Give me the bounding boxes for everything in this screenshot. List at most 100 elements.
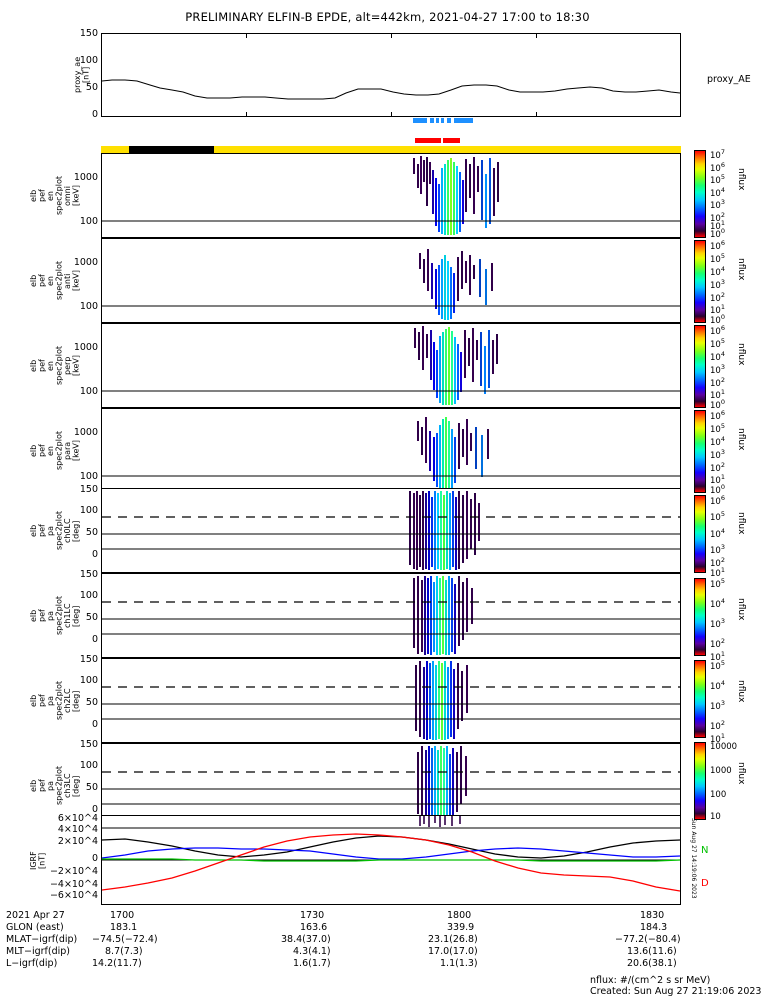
colorbar-tick: 100 (710, 227, 725, 240)
colorbar-tick: 105 (710, 659, 725, 672)
colorbar-label: nflux (736, 598, 746, 621)
colorbar-tick: 105 (710, 337, 725, 350)
ytick: 150 (79, 484, 98, 495)
ytick: 100 (79, 471, 98, 482)
proxy-ae-right-label: proxy_AE (707, 74, 751, 85)
colorbar-tick: 103 (710, 448, 725, 461)
xaxis-value: 1700 (110, 910, 135, 921)
ytick: 100 (79, 55, 98, 66)
colorbar-tick: 101 (710, 473, 725, 486)
xaxis-value: 1830 (640, 910, 665, 921)
ytick: 50 (85, 697, 98, 708)
igrf-traces (102, 816, 680, 892)
ytick: 100 (79, 760, 98, 771)
en-para-spectrogram (102, 417, 680, 490)
footer-created: Created: Sun Aug 27 21:19:06 2023 (590, 986, 762, 997)
colorbar-tick: 106 (710, 161, 725, 174)
ytick: 0 (91, 804, 98, 815)
ytick: 150 (79, 739, 98, 750)
colorbar-tick: 104 (710, 527, 725, 540)
proxy-ae-trace (102, 79, 680, 100)
colorbar-pa-ch1lc (694, 578, 706, 656)
colorbar-en-perp (694, 325, 706, 408)
ytick: 50 (85, 527, 98, 538)
ytick: 100 (79, 301, 98, 312)
colorbar-label: nflux (736, 512, 746, 535)
xaxis-value: −77.2(−80.4) (615, 934, 681, 945)
ytick: 1000 (73, 172, 98, 183)
xaxis-value: 13.6(11.6) (627, 946, 677, 957)
colorbar-tick: 104 (710, 265, 725, 278)
xaxis-row-label: 2021 Apr 27 (6, 910, 65, 921)
colorbar-label: nflux (736, 258, 746, 281)
panel-pa-ch0lc (101, 488, 681, 573)
colorbar-tick: 105 (710, 422, 725, 435)
xaxis-value: 14.2(11.7) (92, 958, 142, 969)
colorbar-tick: 104 (710, 597, 725, 610)
colorbar-tick: 106 (710, 239, 725, 252)
colorbar-tick: 101 (710, 566, 725, 579)
panel-pa-ch2lc (101, 658, 681, 743)
colorbar-tick: 103 (710, 617, 725, 630)
colorbar-tick: 101 (710, 650, 725, 663)
ytick: −2×10^4 (49, 866, 98, 877)
xaxis-value: 17.0(17.0) (428, 946, 478, 957)
colorbar-tick: 105 (710, 173, 725, 186)
ytick: 4×10^4 (57, 824, 98, 835)
xaxis-value: −74.5(−72.4) (92, 934, 158, 945)
ytick: 100 (79, 505, 98, 516)
xaxis-value: 163.6 (300, 922, 328, 933)
xaxis-value: 1800 (447, 910, 472, 921)
colorbar-label: nflux (736, 428, 746, 451)
blue-status-bar-segments (413, 118, 473, 123)
colorbar-label: nflux (736, 762, 746, 785)
xaxis-value: 1730 (300, 910, 325, 921)
colorbar-tick: 101 (710, 388, 725, 401)
panel-en-omni (101, 153, 681, 238)
colorbar-tick: 102 (710, 461, 725, 474)
colorbar-label: nflux (736, 168, 746, 191)
colorbar-tick: 101 (710, 732, 725, 745)
xaxis-value: 184.3 (640, 922, 668, 933)
ytick: 0 (91, 719, 98, 730)
colorbar-tick: 104 (710, 350, 725, 363)
colorbar-tick: 103 (710, 278, 725, 291)
ytick: 150 (79, 654, 98, 665)
colorbar-pa-ch0lc (694, 495, 706, 573)
ytick: 0 (91, 549, 98, 560)
colorbar-tick: 104 (710, 679, 725, 692)
pa-ch1lc-spectrogram (102, 576, 680, 655)
xaxis-row-label: MLAT−igrf(dip) (6, 934, 78, 945)
colorbar-tick: 106 (710, 324, 725, 337)
colorbar-tick: 100 (710, 483, 725, 496)
yellow-coverage-bar (101, 146, 681, 153)
ytick: −4×10^4 (49, 879, 98, 890)
ytick: 1000 (73, 342, 98, 353)
pa-ch2lc-spectrogram (102, 661, 680, 740)
timestamp-side-stamp: Sun Aug 27 14:19:06 2023 (690, 818, 697, 899)
xaxis-value: 20.6(38.1) (627, 958, 677, 969)
red-status-bar-segments (415, 138, 460, 143)
colorbar-en-para (694, 410, 706, 493)
ytick: 1000 (73, 427, 98, 438)
panel-igrf (101, 815, 681, 905)
colorbar-tick: 10 (710, 812, 721, 822)
colorbar-tick: 102 (710, 637, 725, 650)
ytick: 100 (79, 386, 98, 397)
en-perp-spectrogram (102, 326, 680, 405)
panel-en-perp (101, 323, 681, 408)
xaxis-value: 1.1(1.3) (440, 958, 478, 969)
xaxis-row-label: L−igrf(dip) (6, 958, 58, 969)
igrf-legend-n: N (701, 845, 709, 856)
colorbar-tick: 101 (710, 219, 725, 232)
ytick: 100 (79, 675, 98, 686)
xaxis-value: 339.9 (447, 922, 475, 933)
colorbar-label: nflux (736, 680, 746, 703)
xaxis-value: 1.6(1.7) (293, 958, 331, 969)
colorbar-tick: 107 (710, 148, 725, 161)
colorbar-tick: 102 (710, 376, 725, 389)
colorbar-tick: 102 (710, 211, 725, 224)
ytick: 150 (79, 28, 98, 39)
ytick: 50 (85, 82, 98, 93)
colorbar-tick: 106 (710, 494, 725, 507)
